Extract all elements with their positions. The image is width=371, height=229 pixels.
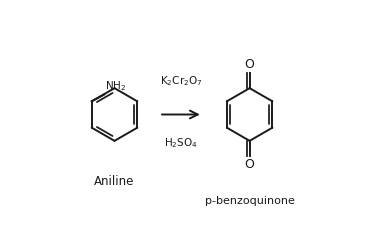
Text: H$_2$SO$_4$: H$_2$SO$_4$ <box>164 136 198 150</box>
Text: K$_2$Cr$_2$O$_7$: K$_2$Cr$_2$O$_7$ <box>160 74 202 88</box>
Text: Aniline: Aniline <box>94 175 135 188</box>
Text: O: O <box>245 158 255 171</box>
Text: NH$_2$: NH$_2$ <box>105 79 127 93</box>
Text: O: O <box>245 58 255 71</box>
Text: p-benzoquinone: p-benzoquinone <box>205 196 295 206</box>
